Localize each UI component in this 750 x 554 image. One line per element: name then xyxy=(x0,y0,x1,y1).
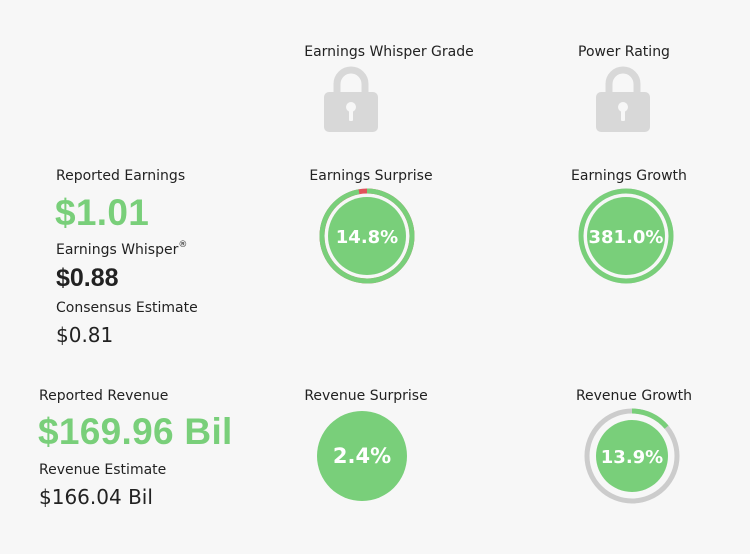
revenue-surprise-gauge: 2.4% xyxy=(312,406,412,506)
reported-revenue-label: Reported Revenue xyxy=(39,388,169,404)
earnings-growth-gauge: 381.0% xyxy=(576,186,676,286)
earnings-surprise-gauge: 14.8% xyxy=(317,186,417,286)
revenue-growth-label: Revenue Growth xyxy=(575,388,693,404)
revenue-growth-value: 13.9% xyxy=(601,447,663,468)
earnings-growth-value: 381.0% xyxy=(589,227,664,248)
revenue-estimate-value: $166.04 Bil xyxy=(39,485,153,509)
lock-icon xyxy=(595,62,651,134)
earnings-whisper-label: Earnings Whisper® xyxy=(56,240,188,258)
earnings-whisper-value: $0.88 xyxy=(56,264,119,292)
revenue-surprise-value: 2.4% xyxy=(333,444,391,468)
registered-mark: ® xyxy=(178,240,188,250)
earnings-surprise-label: Earnings Surprise xyxy=(309,168,433,184)
reported-revenue-value: $169.96 Bil xyxy=(38,411,233,452)
consensus-estimate-label: Consensus Estimate xyxy=(56,300,198,316)
reported-earnings-value: $1.01 xyxy=(55,192,150,233)
revenue-surprise-label: Revenue Surprise xyxy=(304,388,428,404)
earnings-growth-label: Earnings Growth xyxy=(571,168,687,184)
revenue-estimate-label: Revenue Estimate xyxy=(39,462,167,478)
lock-icon xyxy=(323,62,379,134)
whisper-grade-label: Earnings Whisper Grade xyxy=(304,44,474,60)
revenue-growth-gauge: 13.9% xyxy=(582,406,682,506)
reported-earnings-label: Reported Earnings xyxy=(56,168,186,184)
earnings-surprise-value: 14.8% xyxy=(336,227,398,248)
consensus-estimate-value: $0.81 xyxy=(56,323,114,347)
power-rating-label: Power Rating xyxy=(578,44,670,60)
